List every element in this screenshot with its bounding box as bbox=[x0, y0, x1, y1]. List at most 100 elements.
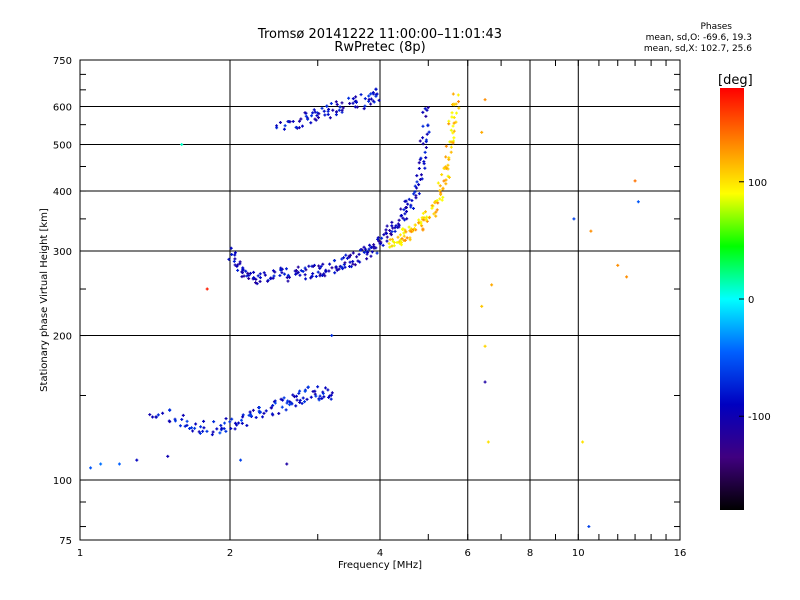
data-point bbox=[154, 415, 158, 419]
data-point bbox=[318, 266, 322, 270]
data-point bbox=[447, 157, 451, 161]
data-point bbox=[314, 274, 318, 278]
data-point bbox=[288, 400, 292, 404]
data-point bbox=[380, 236, 384, 240]
x-axis-ticks: 1 2 4 6 8 10 16 bbox=[77, 548, 687, 559]
data-point bbox=[331, 108, 335, 112]
data-point bbox=[407, 225, 411, 229]
data-point bbox=[418, 139, 422, 143]
data-point bbox=[313, 392, 317, 396]
data-point bbox=[315, 114, 319, 118]
data-point bbox=[457, 100, 461, 104]
data-point bbox=[199, 425, 203, 429]
data-point bbox=[233, 263, 237, 267]
data-point bbox=[451, 141, 455, 145]
data-point bbox=[457, 106, 461, 110]
data-point bbox=[434, 210, 438, 214]
data-point bbox=[168, 420, 172, 424]
data-point bbox=[306, 385, 310, 389]
data-point bbox=[291, 393, 295, 397]
data-point bbox=[322, 272, 326, 276]
stats-heading: Phases bbox=[700, 22, 732, 32]
data-point bbox=[232, 259, 236, 263]
data-point bbox=[299, 269, 303, 273]
x-axis-label: Frequency [MHz] bbox=[338, 560, 422, 571]
data-point bbox=[338, 105, 342, 109]
x-tick-label: 1 bbox=[77, 548, 83, 559]
colorbar-label: [deg] bbox=[718, 73, 753, 88]
data-point bbox=[413, 184, 417, 188]
data-point bbox=[407, 197, 411, 201]
data-point bbox=[441, 195, 445, 199]
data-point bbox=[422, 160, 426, 164]
data-point bbox=[379, 240, 383, 244]
data-point bbox=[421, 110, 425, 114]
data-point bbox=[311, 264, 315, 268]
data-point bbox=[224, 417, 228, 421]
data-point bbox=[390, 220, 394, 224]
data-point bbox=[238, 260, 242, 264]
data-point bbox=[288, 275, 292, 279]
colorbar-tick-label: 0 bbox=[748, 295, 754, 306]
data-point bbox=[355, 255, 359, 259]
data-point bbox=[297, 391, 301, 395]
data-point bbox=[424, 114, 428, 118]
data-point bbox=[278, 274, 282, 278]
data-point bbox=[245, 274, 249, 278]
data-point bbox=[385, 235, 389, 239]
data-point bbox=[283, 124, 287, 128]
data-point bbox=[636, 200, 640, 204]
data-point bbox=[342, 256, 346, 260]
data-point bbox=[197, 430, 201, 434]
data-point bbox=[587, 525, 591, 529]
data-point bbox=[334, 266, 338, 270]
data-point bbox=[351, 260, 355, 264]
data-point bbox=[362, 107, 366, 111]
data-point bbox=[449, 145, 453, 149]
data-point bbox=[399, 241, 403, 245]
data-point bbox=[198, 431, 202, 435]
data-point bbox=[258, 279, 262, 283]
data-point bbox=[282, 396, 286, 400]
data-point bbox=[296, 270, 300, 274]
data-point bbox=[317, 116, 321, 120]
data-point bbox=[201, 429, 205, 433]
data-point bbox=[424, 217, 428, 221]
data-point bbox=[347, 255, 351, 259]
data-point bbox=[299, 117, 303, 121]
data-point bbox=[421, 211, 425, 215]
data-point bbox=[335, 103, 339, 107]
data-point bbox=[283, 272, 287, 276]
data-point bbox=[291, 119, 295, 123]
data-point bbox=[173, 417, 177, 421]
data-point bbox=[323, 274, 327, 278]
y-axis-label: Stationary phase Virtual Height [km] bbox=[39, 208, 50, 392]
data-point bbox=[279, 267, 283, 271]
data-point bbox=[403, 218, 407, 222]
data-point bbox=[328, 116, 332, 120]
data-point bbox=[256, 274, 260, 278]
data-point bbox=[211, 430, 215, 434]
data-point bbox=[294, 125, 298, 129]
data-point bbox=[318, 394, 322, 398]
data-point bbox=[419, 156, 423, 160]
data-point bbox=[363, 97, 367, 101]
data-point bbox=[359, 93, 363, 97]
data-point bbox=[277, 411, 281, 415]
data-point bbox=[362, 250, 366, 254]
data-point bbox=[405, 236, 409, 240]
data-point bbox=[417, 161, 421, 165]
data-point bbox=[228, 420, 232, 424]
data-point bbox=[396, 235, 400, 239]
data-point bbox=[303, 273, 307, 277]
data-point bbox=[417, 192, 421, 196]
data-point bbox=[452, 116, 456, 120]
data-point bbox=[421, 124, 425, 128]
data-point bbox=[385, 231, 389, 235]
data-point bbox=[449, 140, 453, 144]
data-point bbox=[394, 224, 398, 228]
data-point bbox=[405, 217, 409, 221]
data-point bbox=[404, 230, 408, 234]
data-point bbox=[483, 344, 487, 348]
data-point bbox=[239, 418, 243, 422]
